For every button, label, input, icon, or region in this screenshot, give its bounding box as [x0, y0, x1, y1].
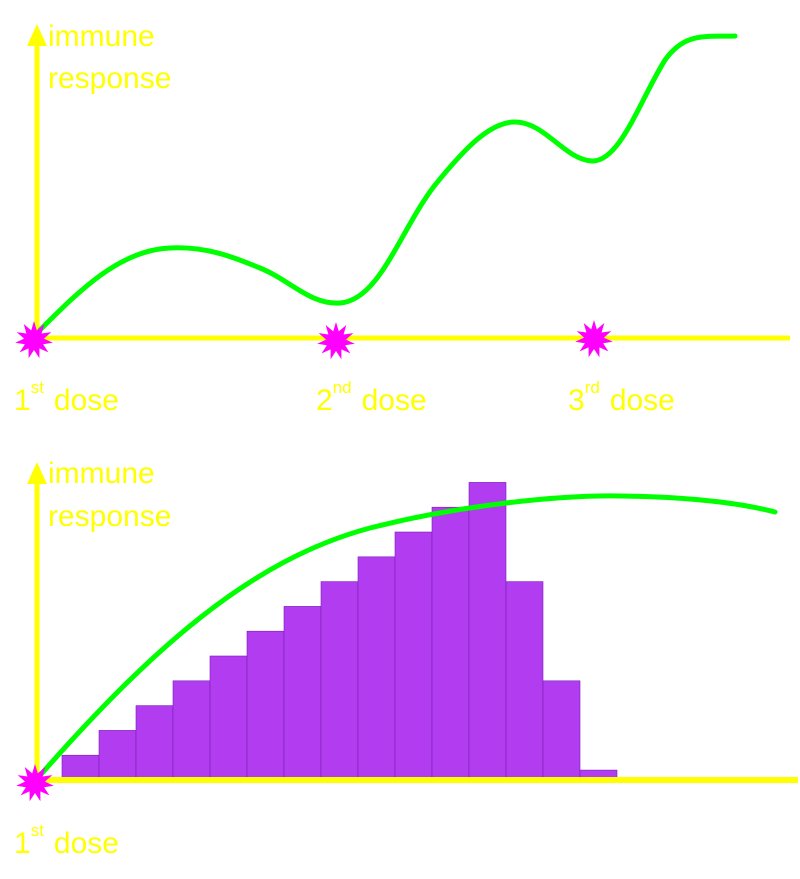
top-y-axis-arrow [27, 24, 47, 46]
top-dose-label-1: 1st dose [14, 378, 119, 417]
antibody-bar-12 [468, 482, 507, 781]
svg-text:immune response: immune response [48, 20, 171, 95]
antibody-bar-5 [209, 655, 248, 781]
top-y-label-line1: immune [48, 20, 155, 53]
antibody-bar-8 [320, 581, 359, 781]
bottom-response-curve [33, 493, 778, 783]
top-response-curve [37, 33, 738, 333]
bottom-dose-label: 1st dose [14, 821, 119, 860]
antibody-bar-4 [172, 680, 211, 781]
top-y-label-line2: response [48, 62, 171, 95]
bottom-dose-burst [16, 764, 54, 802]
antibody-bar-3 [135, 705, 174, 781]
top-panel: immune response 1st dose 2nd dose 3rd dose [14, 20, 790, 417]
antibody-bars [61, 482, 618, 781]
top-dose-burst-3 [575, 320, 613, 358]
bottom-panel: immune response 1st dose [14, 457, 798, 860]
antibody-bar-14 [542, 680, 581, 781]
antibody-bar-10 [394, 531, 433, 781]
top-dose-burst-1 [15, 321, 53, 359]
top-dose-burst-2 [317, 322, 355, 360]
antibody-bar-2 [98, 730, 137, 781]
antibody-bar-11 [431, 506, 470, 781]
antibody-bar-1 [61, 754, 100, 781]
bottom-y-label-line1: immune [48, 457, 155, 490]
svg-text:immune response: immune response [48, 457, 171, 533]
bottom-y-axis-arrow [27, 462, 47, 484]
antibody-bar-6 [246, 630, 285, 781]
antibody-bar-7 [283, 606, 322, 781]
bottom-y-label-line2: response [48, 500, 171, 533]
top-dose-label-2: 2nd dose [316, 378, 427, 417]
antibody-bar-9 [357, 556, 396, 781]
top-dose-label-3: 3rd dose [568, 378, 675, 417]
antibody-bar-13 [505, 581, 544, 781]
